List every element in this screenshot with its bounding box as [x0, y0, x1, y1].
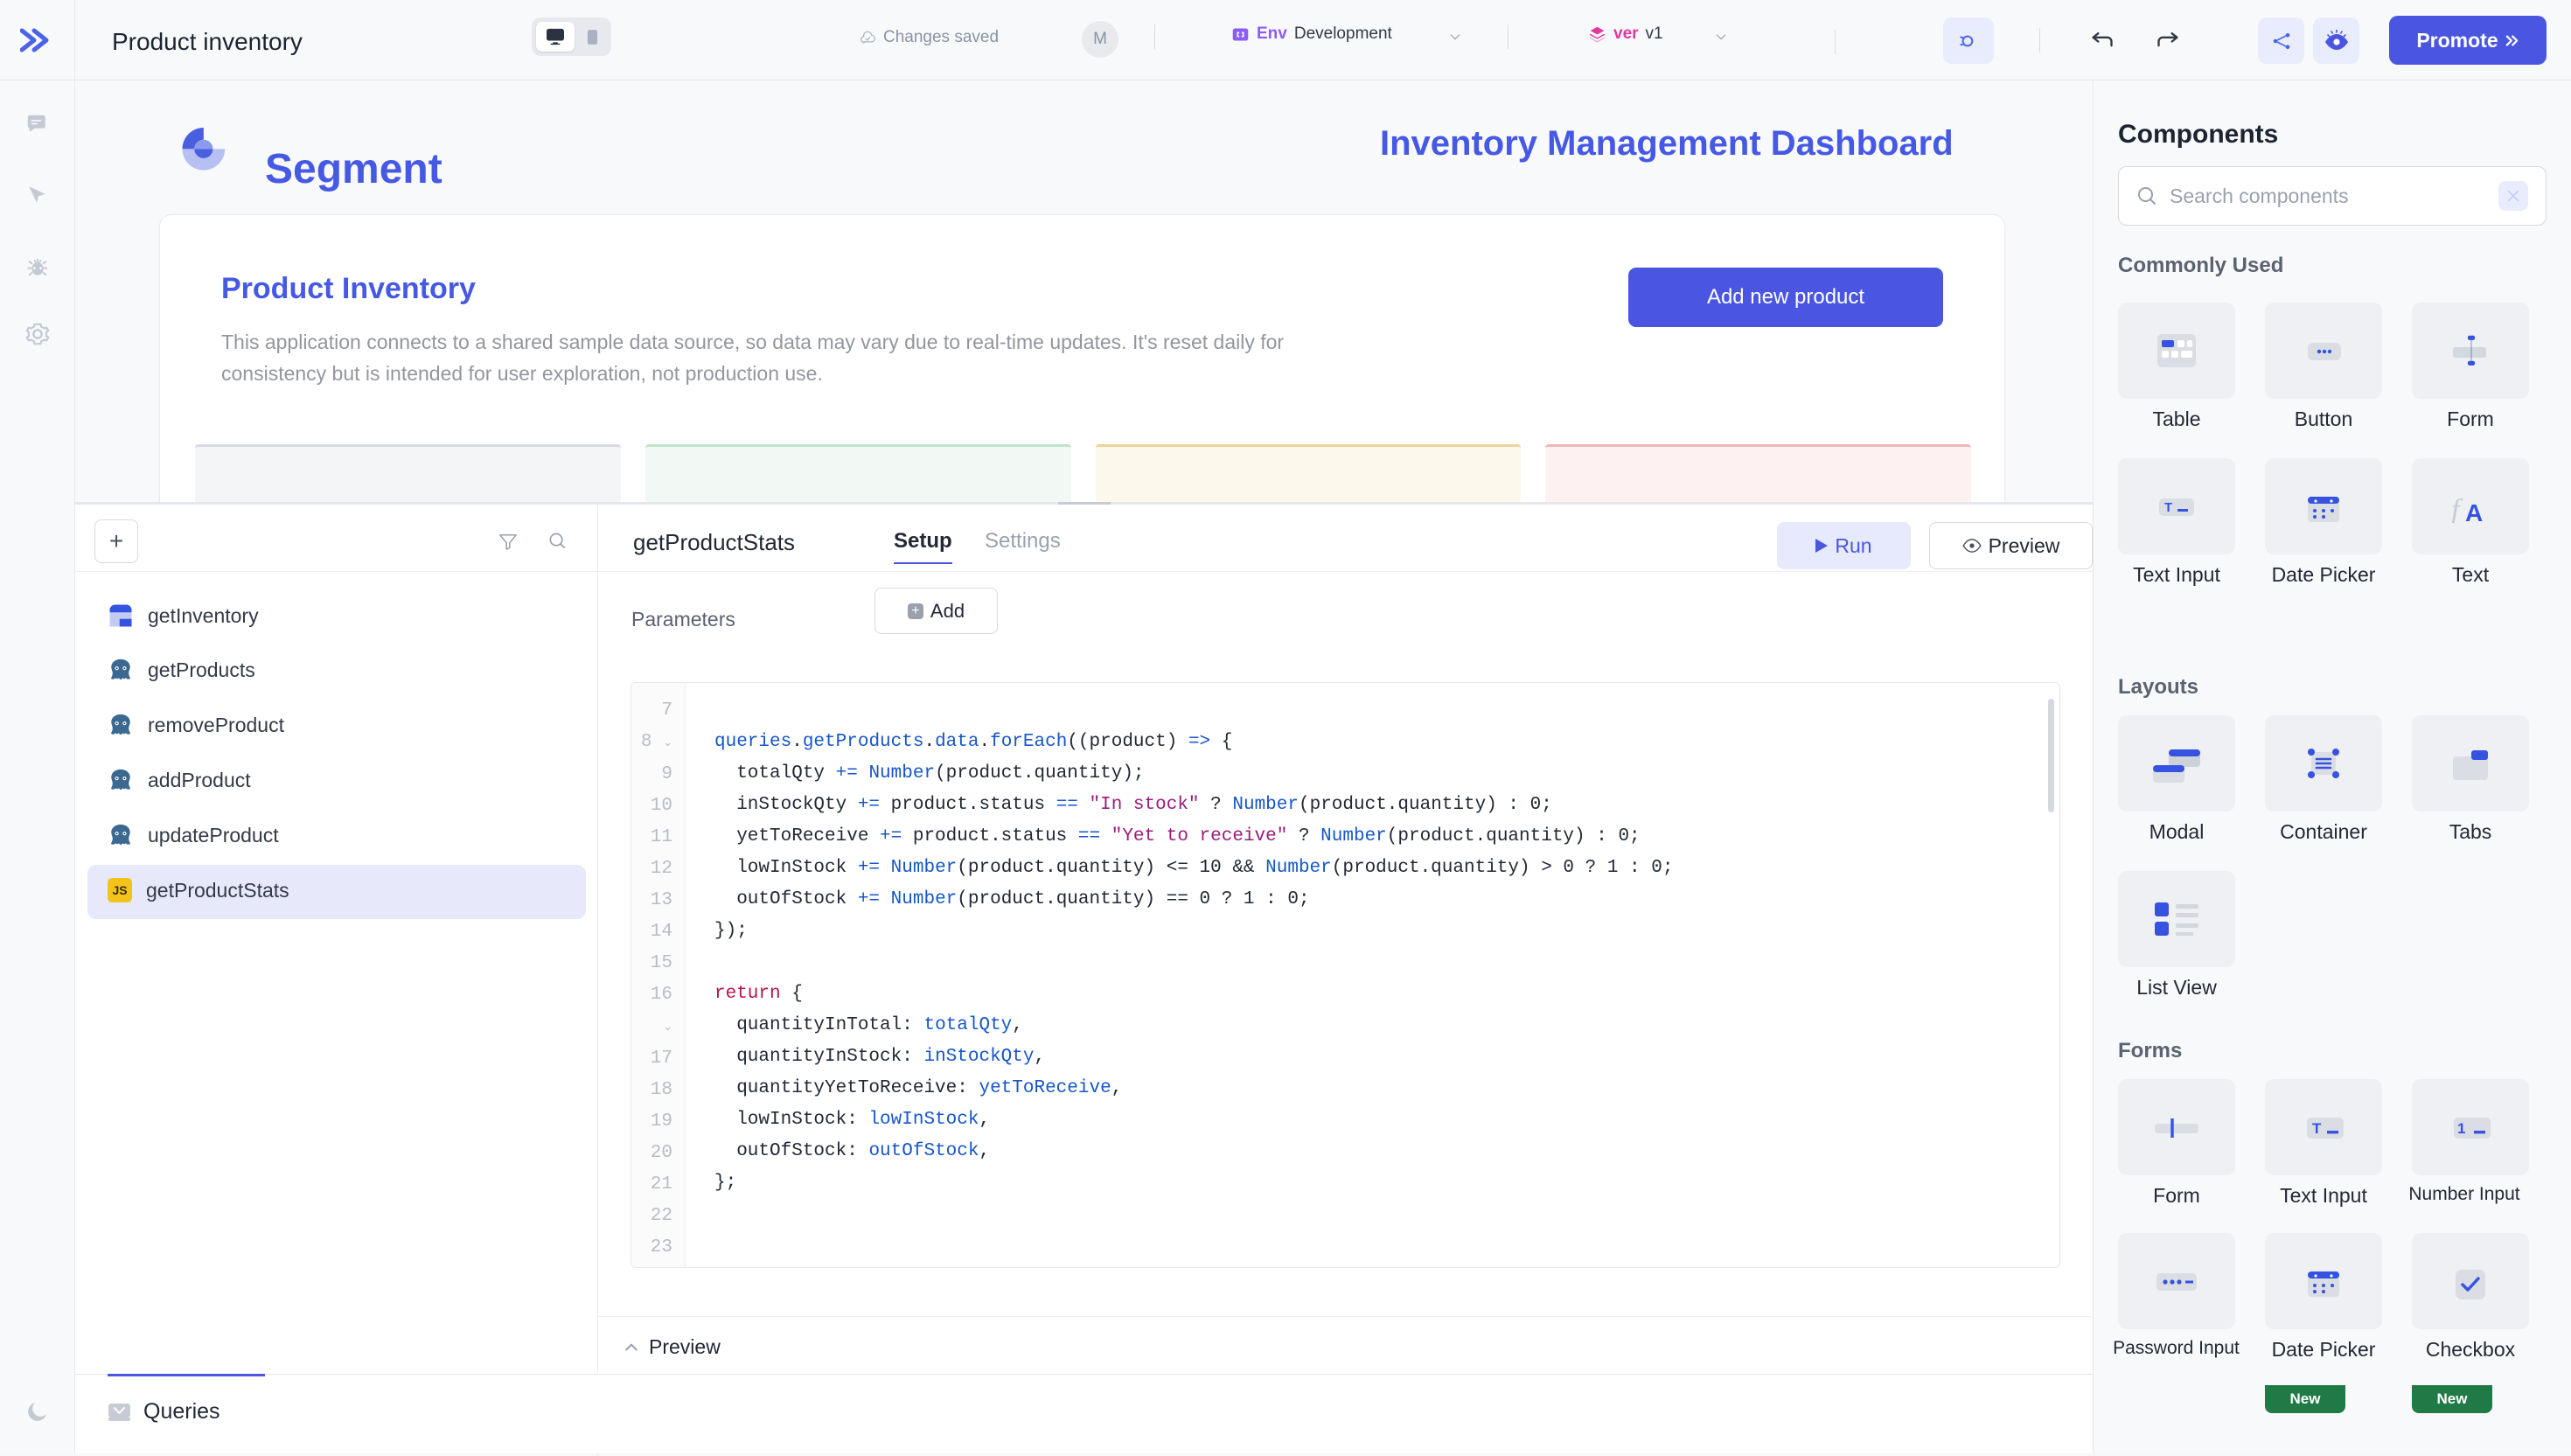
svg-text:T: T	[2164, 500, 2172, 515]
svg-text:T: T	[2312, 1120, 2322, 1137]
svg-text:A: A	[2465, 499, 2483, 523]
svg-text:1: 1	[2457, 1120, 2465, 1137]
svg-text:f: f	[2451, 494, 2463, 523]
